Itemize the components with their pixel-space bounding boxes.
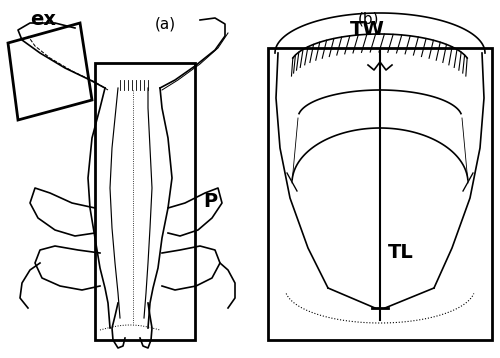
Text: (b): (b) — [358, 11, 380, 26]
Text: ex: ex — [30, 10, 56, 29]
Text: P: P — [203, 192, 217, 211]
Text: TL: TL — [388, 243, 414, 262]
Text: (a): (a) — [155, 16, 176, 31]
Text: TW: TW — [350, 20, 385, 39]
